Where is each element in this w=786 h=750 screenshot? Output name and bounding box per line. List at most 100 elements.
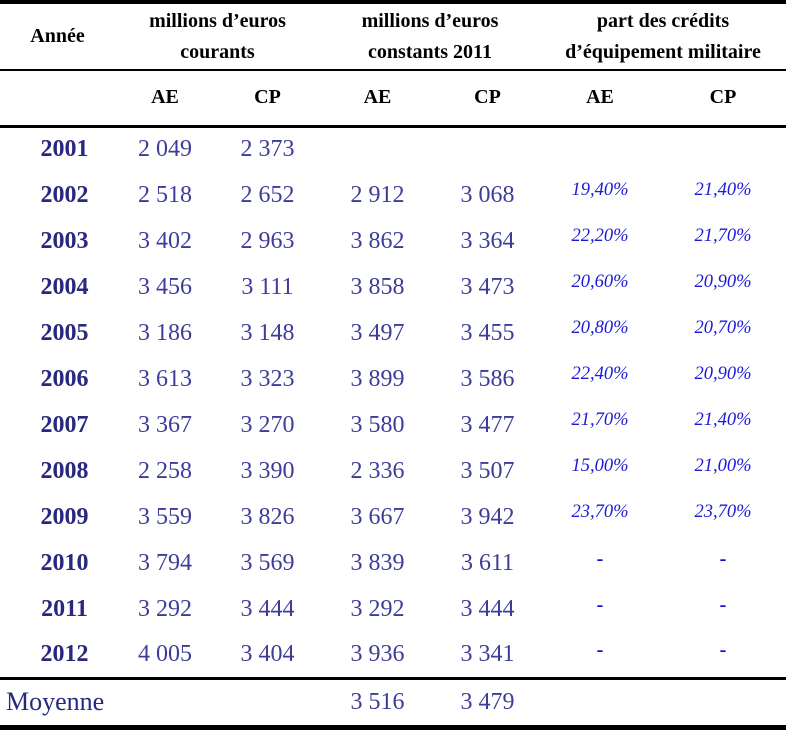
year-cell: 2003 (40, 227, 89, 254)
subheader-empty (0, 70, 115, 126)
empty-cell (660, 678, 786, 727)
empty-cell (540, 678, 660, 727)
percent-cell: 21,40% (694, 179, 752, 200)
average-ae-constant: 3 516 (350, 688, 405, 715)
col-header-part-credits: part des crédits d’équipement militaire (540, 2, 786, 70)
percent-cell: 21,70% (571, 409, 629, 430)
value-cell: 3 569 (240, 549, 295, 576)
percent-cell: 20,70% (694, 317, 752, 338)
value-cell: 3 341 (460, 640, 515, 667)
percent-cell: - (596, 593, 604, 616)
percent-cell: 22,40% (571, 363, 629, 384)
value-cell: 3 858 (350, 273, 405, 300)
value-cell: 3 559 (138, 503, 192, 530)
value-cell: 3 667 (350, 503, 405, 530)
table-row-2003: 2003 3 402 2 963 3 862 3 364 22,20% 21,7… (0, 218, 786, 264)
year-cell: 2007 (40, 411, 89, 438)
header-line: millions d’euros (149, 9, 286, 32)
table-row-2008: 2008 2 258 3 390 2 336 3 507 15,00% 21,0… (0, 448, 786, 494)
value-cell: 3 826 (240, 503, 295, 530)
percent-cell: 21,00% (694, 455, 752, 476)
value-cell: 3 613 (138, 365, 192, 392)
percent-cell: 20,90% (694, 363, 752, 384)
value-cell: 3 942 (460, 503, 515, 530)
value-cell: 3 292 (138, 595, 192, 622)
value-cell: 3 611 (460, 549, 515, 576)
subheader-cp-constants: CP (474, 86, 501, 109)
value-cell: 3 862 (350, 227, 405, 254)
header-line: part des crédits (596, 9, 730, 32)
year-cell: 2006 (40, 365, 89, 392)
percent-cell: - (719, 593, 727, 616)
value-cell: 3 899 (350, 365, 405, 392)
percent-cell: 20,80% (571, 317, 629, 338)
percent-cell: - (719, 547, 727, 570)
value-cell: 3 497 (350, 319, 405, 346)
value-cell: 3 323 (240, 365, 295, 392)
year-cell: 2012 (40, 640, 89, 667)
percent-cell (660, 126, 786, 172)
budget-table: Année millions d’euros courants millions… (0, 0, 786, 730)
header-sub-row: AE CP AE CP AE CP (0, 70, 786, 126)
percent-cell: 21,70% (694, 225, 752, 246)
subheader-ae-part: AE (586, 86, 614, 109)
table-row-2002: 2002 2 518 2 652 2 912 3 068 19,40% 21,4… (0, 172, 786, 218)
value-cell: 2 258 (138, 457, 192, 484)
value-cell: 3 111 (241, 273, 294, 300)
table-row-2010: 2010 3 794 3 569 3 839 3 611 - - (0, 540, 786, 586)
percent-cell: 20,90% (694, 271, 752, 292)
value-cell: 4 005 (138, 640, 192, 667)
value-cell: 3 477 (460, 411, 515, 438)
percent-cell: 23,70% (571, 501, 629, 522)
value-cell (435, 126, 540, 172)
average-cp-constant: 3 479 (460, 688, 515, 715)
value-cell: 3 580 (350, 411, 405, 438)
year-cell: 2001 (40, 136, 89, 163)
value-cell: 2 518 (138, 181, 192, 208)
value-cell: 3 794 (138, 549, 192, 576)
table-row-2009: 2009 3 559 3 826 3 667 3 942 23,70% 23,7… (0, 494, 786, 540)
subheader-cp-courants: CP (254, 86, 281, 109)
table-row-2007: 2007 3 367 3 270 3 580 3 477 21,70% 21,4… (0, 402, 786, 448)
header-line: courants (180, 40, 255, 63)
col-header-annee: Année (30, 25, 85, 47)
percent-cell: - (596, 547, 604, 570)
value-cell: 3 404 (240, 640, 295, 667)
value-cell: 2 963 (240, 227, 295, 254)
value-cell: 3 364 (460, 227, 515, 254)
value-cell: 3 444 (240, 595, 295, 622)
value-cell: 3 473 (460, 273, 515, 300)
year-cell: 2008 (40, 457, 89, 484)
value-cell (320, 126, 435, 172)
value-cell: 3 367 (138, 411, 192, 438)
percent-cell: 19,40% (571, 179, 629, 200)
percent-cell (540, 126, 660, 172)
header-line: millions d’euros (361, 9, 499, 32)
table-row-2005: 2005 3 186 3 148 3 497 3 455 20,80% 20,7… (0, 310, 786, 356)
value-cell: 2 652 (240, 181, 295, 208)
year-cell: 2009 (40, 503, 89, 530)
value-cell: 2 336 (350, 457, 405, 484)
percent-cell: 15,00% (571, 455, 629, 476)
empty-cell (215, 678, 320, 727)
empty-cell (115, 678, 215, 727)
year-cell: 2010 (40, 549, 89, 576)
year-cell: 2004 (40, 273, 89, 300)
subheader-ae-courants: AE (151, 86, 179, 109)
table-row-2001: 2001 2 049 2 373 (0, 126, 786, 172)
value-cell: 3 270 (240, 411, 295, 438)
average-row: Moyenne 3 516 3 479 (0, 678, 786, 727)
percent-cell: 20,60% (571, 271, 629, 292)
table-row-2006: 2006 3 613 3 323 3 899 3 586 22,40% 20,9… (0, 356, 786, 402)
value-cell: 3 148 (240, 319, 295, 346)
col-header-euros-constants: millions d’euros constants 2011 (320, 2, 540, 70)
percent-cell: 21,40% (694, 409, 752, 430)
header-line: constants 2011 (368, 40, 492, 63)
value-cell: 2 912 (350, 181, 405, 208)
value-cell: 3 444 (460, 595, 515, 622)
value-cell: 3 839 (350, 549, 405, 576)
value-cell: 3 186 (138, 319, 192, 346)
value-cell: 3 390 (240, 457, 295, 484)
value-cell: 3 586 (460, 365, 515, 392)
